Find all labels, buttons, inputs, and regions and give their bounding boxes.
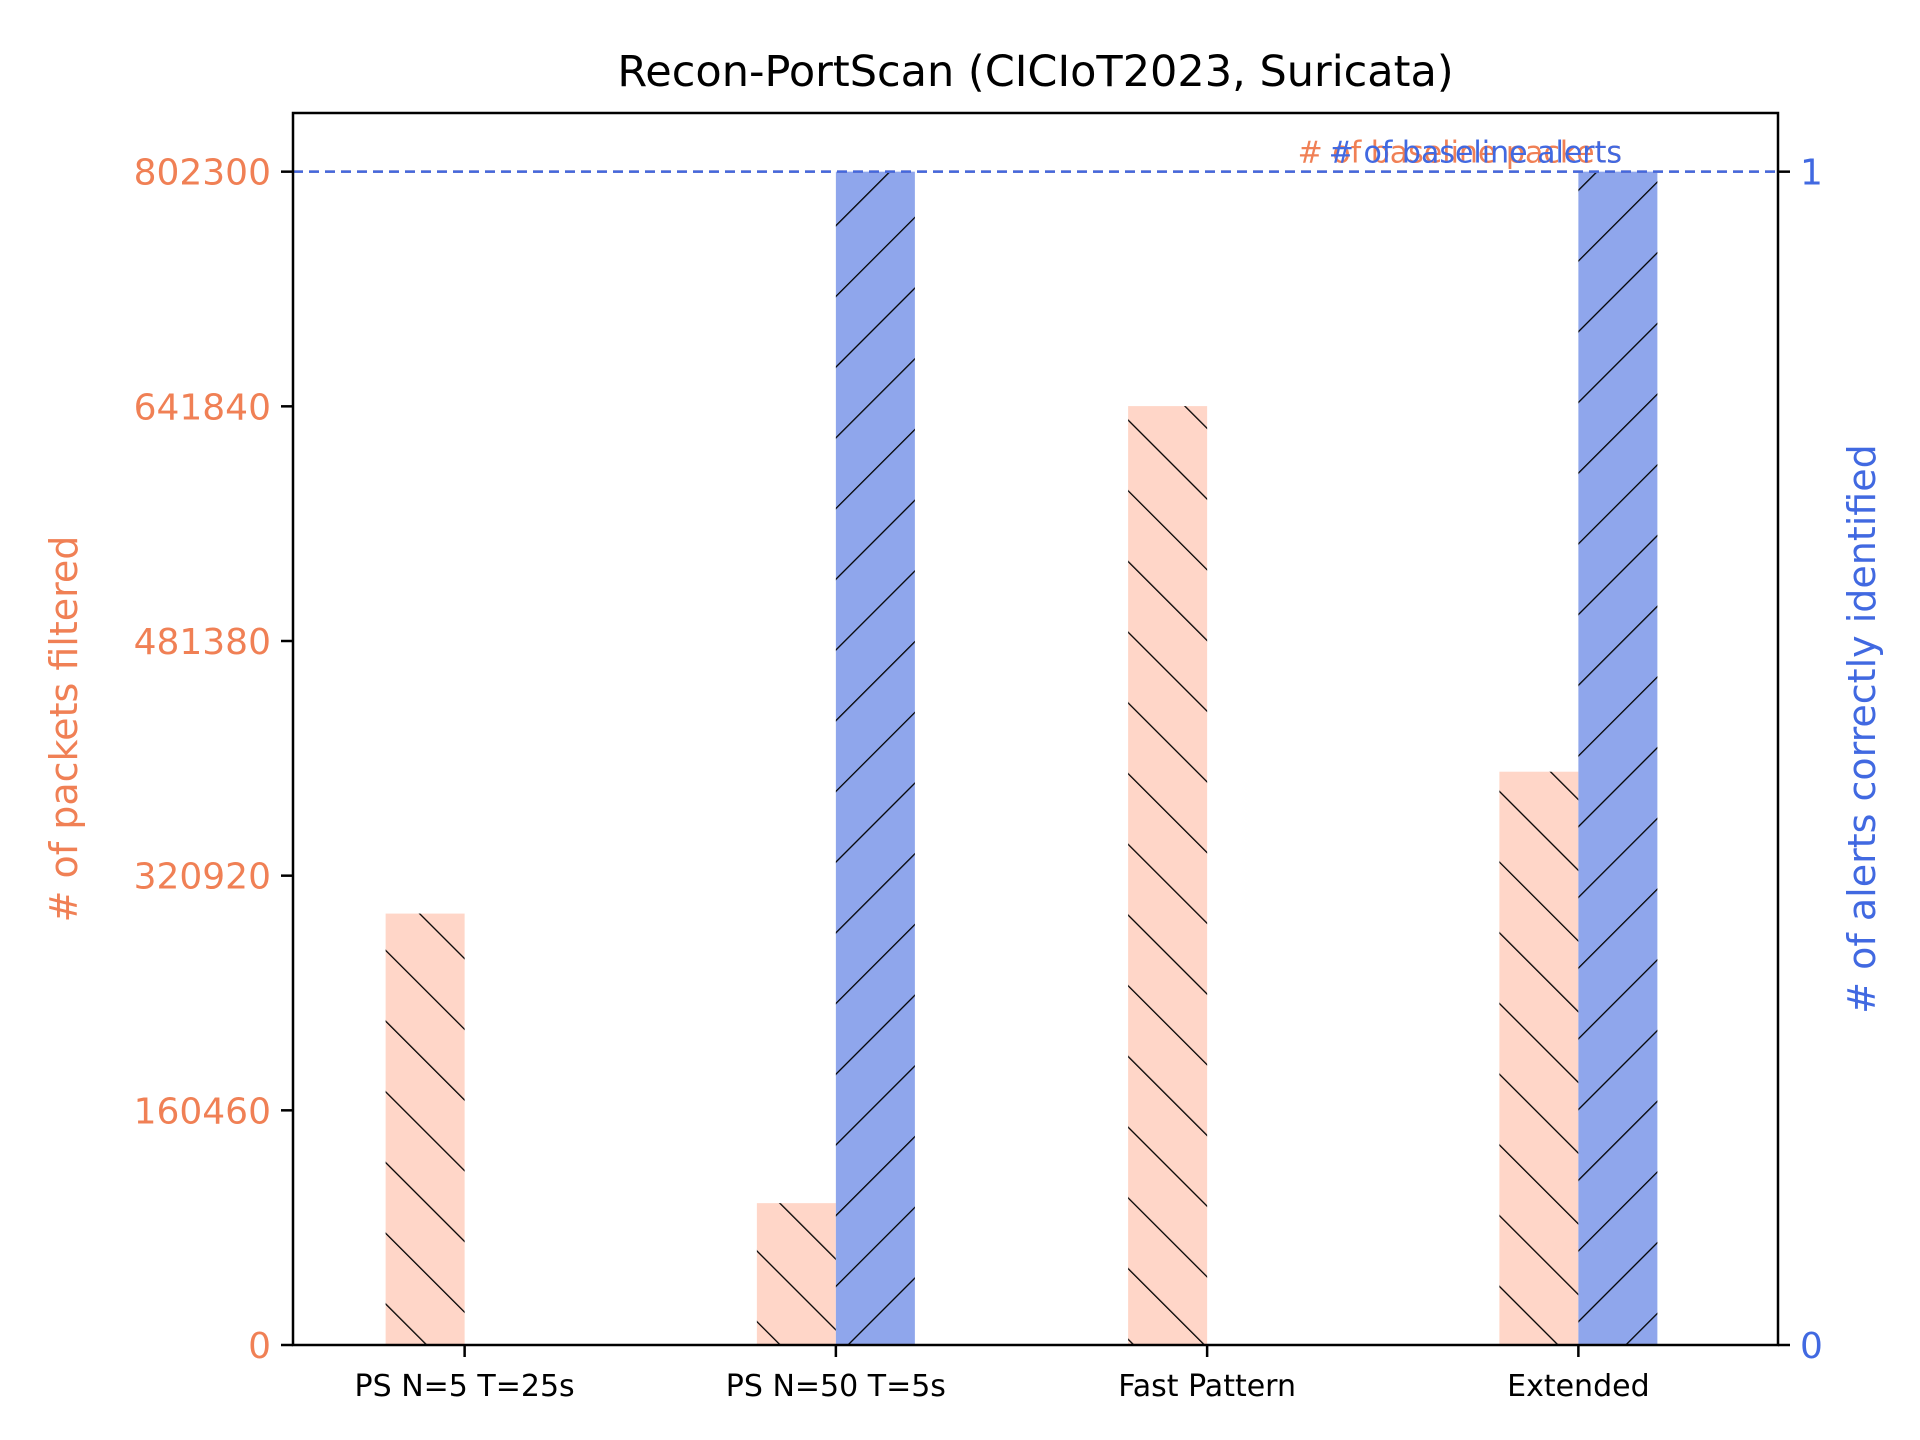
x-tick-label: PS N=5 T=25s <box>355 1369 575 1404</box>
x-tick-label: Fast Pattern <box>1118 1369 1296 1404</box>
bar-left-2 <box>1128 406 1208 1345</box>
bar-left-1 <box>756 1203 836 1345</box>
plot-frame <box>291 111 1780 1347</box>
bar-right-3 <box>1578 171 1658 1346</box>
bars-layer <box>385 171 1658 1346</box>
right-tick-label: 0 <box>1800 1326 1823 1367</box>
bar-left-0 <box>385 913 465 1345</box>
right-tick-label: 1 <box>1800 153 1823 194</box>
left-axis-label: # of packets filtered <box>42 536 86 923</box>
reference-line-label-0: # of baseline packets <box>1298 136 1622 171</box>
left-tick-label: 481380 <box>134 622 271 663</box>
right-axis-label: # of alerts correctly identified <box>1840 444 1884 1013</box>
reference-lines-layer: # of baseline packets# of baseline alert… <box>293 136 1778 173</box>
bar-right-1 <box>835 171 915 1346</box>
chart-title: Recon-PortScan (CICIoT2023, Suricata) <box>617 47 1453 97</box>
left-tick-label: 641840 <box>134 387 271 428</box>
left-axis-ticks: 0 160460 320920 481380 641840 802300 <box>134 153 293 1367</box>
left-tick-label: 802300 <box>134 153 271 194</box>
reference-line-label-1: # of baseline alerts <box>1329 136 1622 171</box>
x-tick-label: Extended <box>1507 1369 1650 1404</box>
bar-left-3 <box>1499 771 1579 1345</box>
x-axis-ticks: PS N=5 T=25s PS N=50 T=5s Fast Pattern Exte… <box>355 1345 1650 1404</box>
left-tick-label: 160460 <box>134 1091 271 1132</box>
left-tick-label: 320920 <box>134 857 271 898</box>
right-axis-ticks: 01 <box>1778 153 1823 1367</box>
x-tick-label: PS N=50 T=5s <box>726 1369 946 1404</box>
left-tick-label: 0 <box>248 1326 271 1367</box>
